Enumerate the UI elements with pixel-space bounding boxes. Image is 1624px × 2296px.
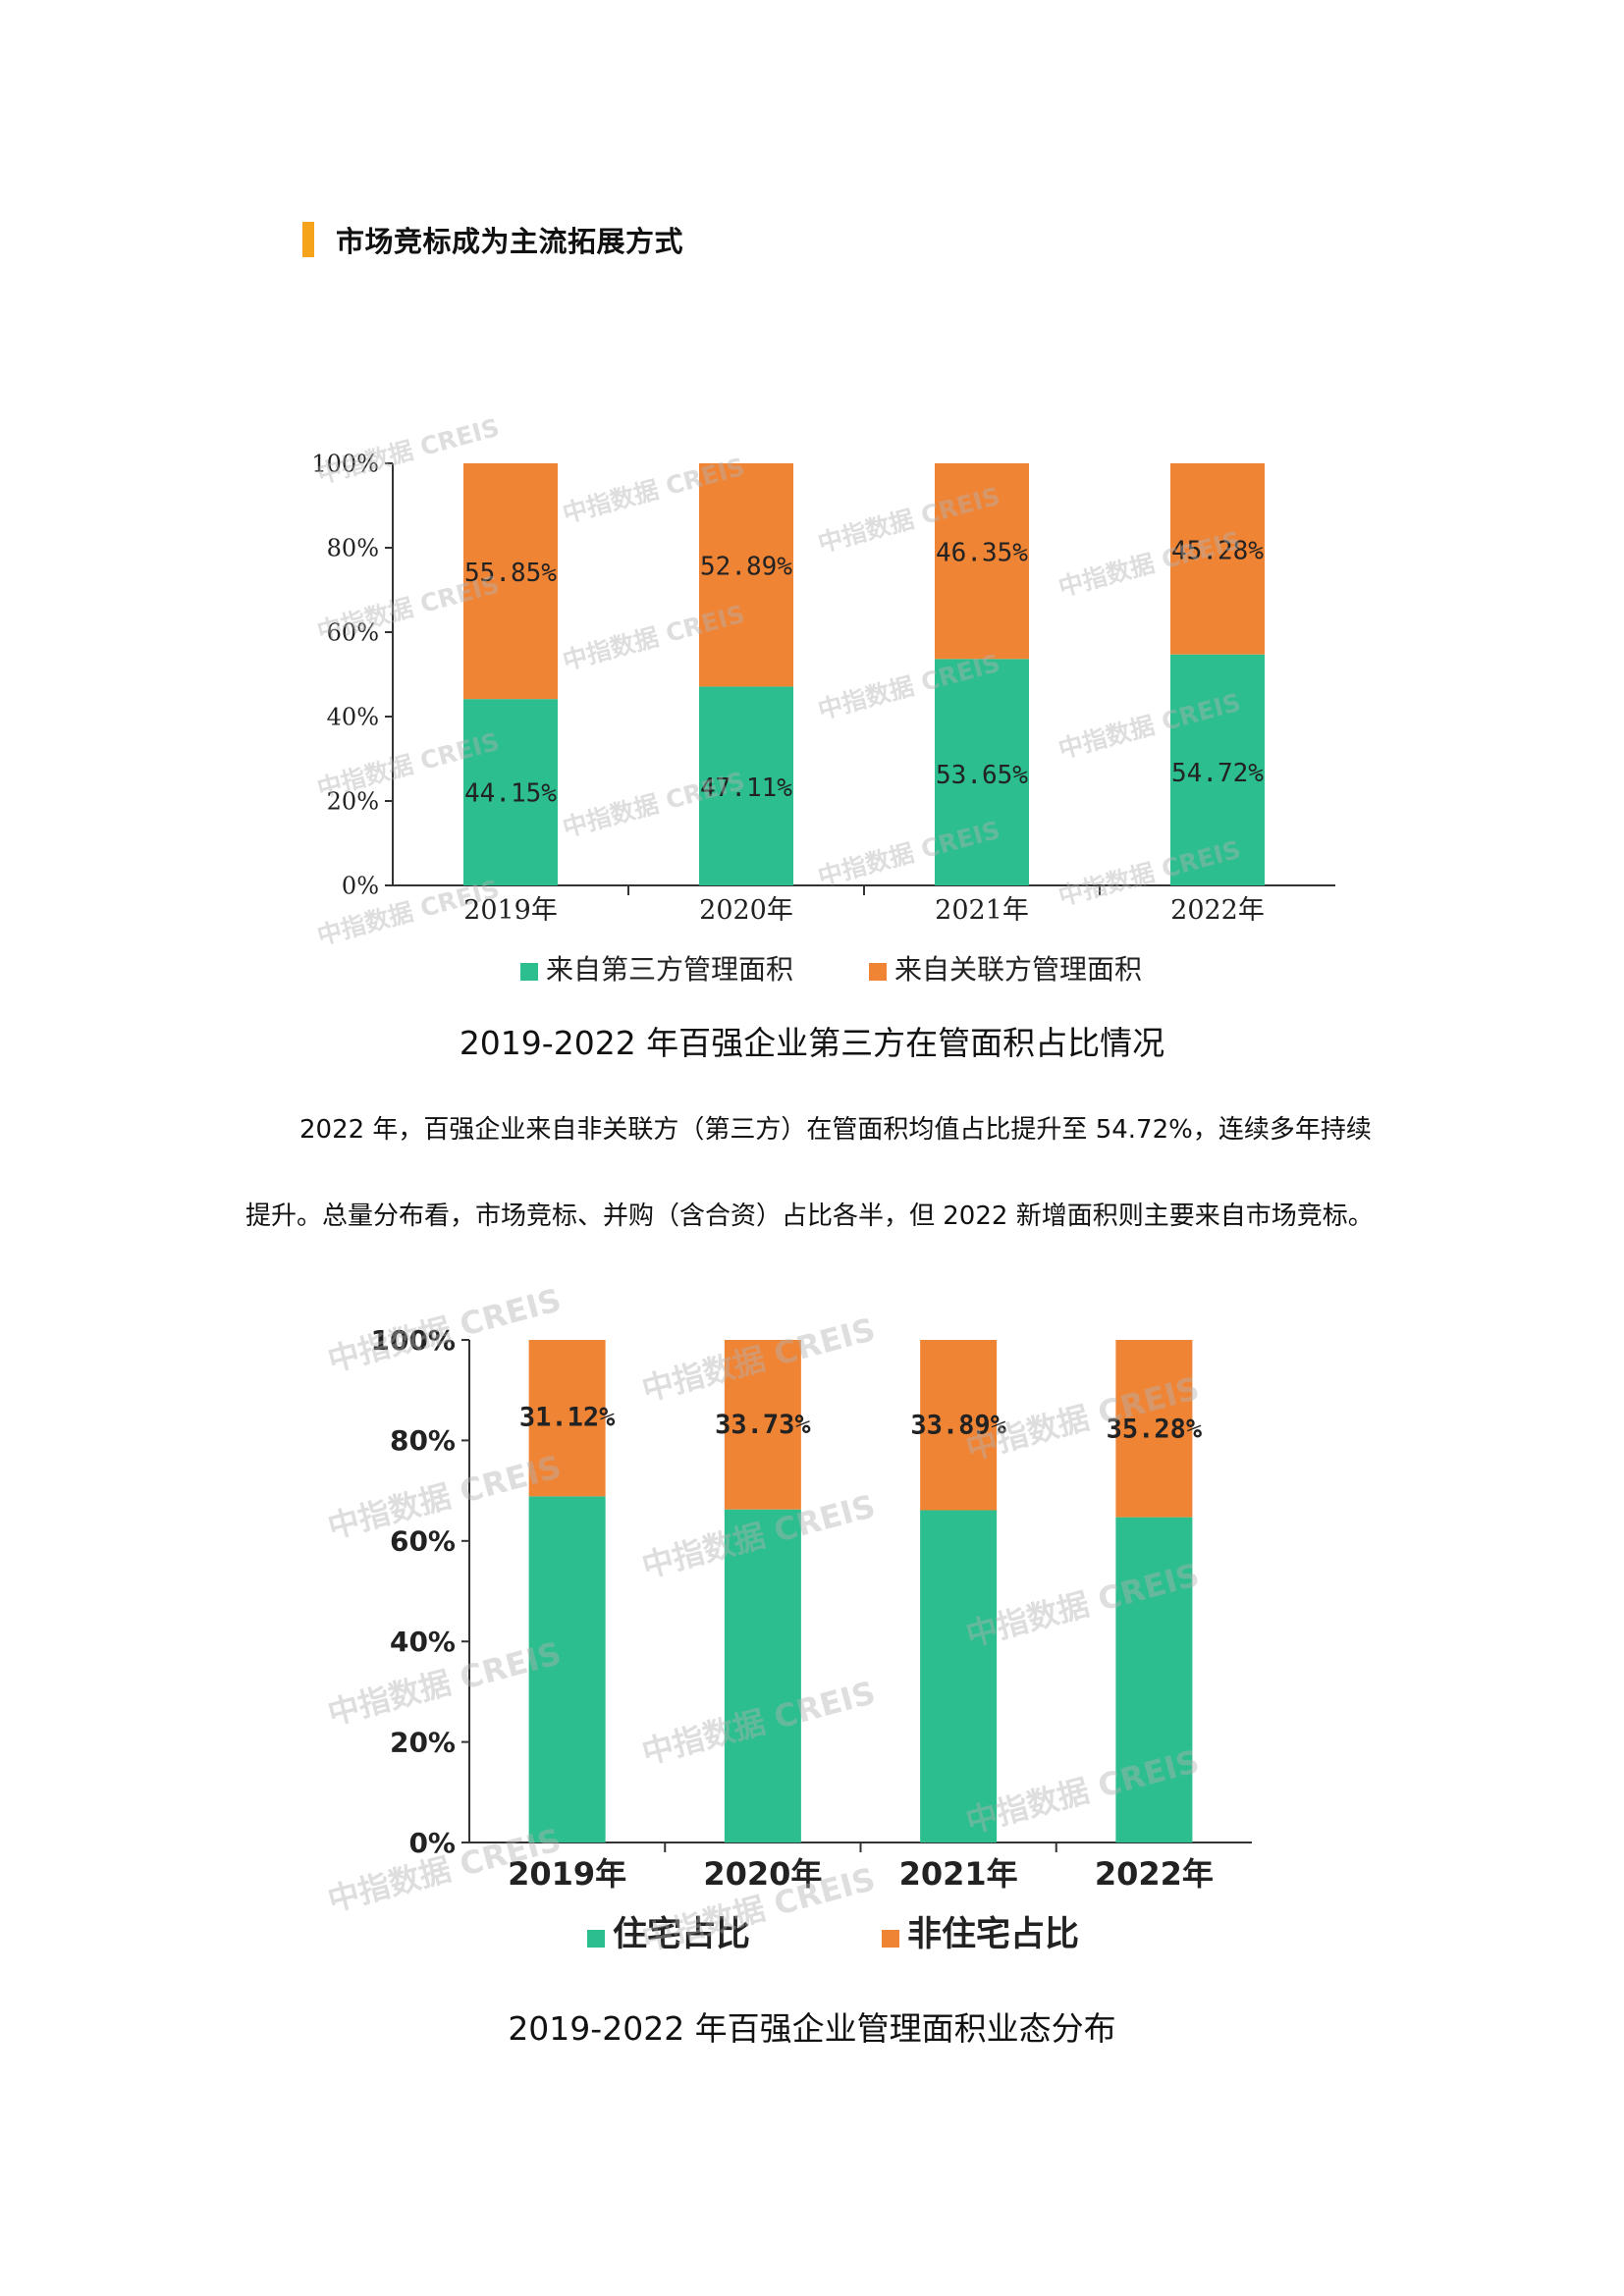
data-label: 54.72% (1171, 759, 1264, 788)
chart-property-type-share: 0% 20% 40% 60% 80% 100% 31.12% 2019年 33.73% 2020年… (370, 1324, 1252, 1954)
legend-label: 来自关联方管理面积 (894, 953, 1142, 986)
bar-lower (935, 659, 1029, 885)
x-tick-label: 2021年 (899, 1855, 1018, 1893)
legend-swatch (587, 1930, 605, 1948)
x-tick-label: 2021年 (935, 895, 1029, 926)
x-tick-label: 2022年 (1170, 895, 1265, 926)
section-title: 市场竞标成为主流拓展方式 (336, 225, 684, 258)
bar-lower (1115, 1517, 1193, 1842)
x-tick-label: 2020年 (699, 895, 793, 926)
bar-lower (1170, 654, 1265, 885)
y-tick-label: 100% (370, 1324, 456, 1357)
y-tick-label: 20% (327, 787, 379, 815)
legend-label: 住宅占比 (613, 1914, 750, 1954)
y-tick-label: 0% (342, 872, 379, 899)
x-tick-label: 2022年 (1095, 1855, 1214, 1893)
x-tick-label: 2020年 (703, 1855, 822, 1893)
legend-swatch (520, 963, 538, 981)
bar-upper (920, 1340, 998, 1511)
data-label: 55.85% (464, 559, 557, 588)
section-heading: 市场竞标成为主流拓展方式 (302, 220, 683, 259)
chart-caption-third-party: 2019-2022 年百强企业第三方在管面积占比情况 (459, 1024, 1165, 1062)
bar-upper (528, 1340, 606, 1497)
y-tick-label: 80% (390, 1424, 456, 1457)
data-label: 44.15% (464, 779, 557, 809)
bar-lower (920, 1510, 998, 1842)
chart-caption-property-type: 2019-2022 年百强企业管理面积业态分布 (508, 2009, 1116, 2048)
y-tick-label: 60% (390, 1525, 456, 1558)
bar-lower (463, 699, 558, 885)
data-label: 35.28% (1107, 1414, 1203, 1444)
x-tick-label: 2019年 (463, 895, 558, 926)
y-tick-label: 80% (327, 534, 379, 561)
data-label: 53.65% (936, 761, 1028, 790)
x-tick-label: 2019年 (508, 1855, 626, 1893)
y-tick-label: 40% (327, 703, 379, 730)
bar-lower (724, 1509, 801, 1842)
chart-third-party-share: 0% 20% 40% 60% 80% 100% 44.15% 55.85% 2019年 47.11… (311, 450, 1335, 986)
data-label: 52.89% (700, 553, 792, 582)
data-label: 47.11% (700, 774, 792, 803)
legend-label: 非住宅占比 (907, 1914, 1079, 1954)
legend-label: 来自第三方管理面积 (546, 953, 793, 986)
data-label: 31.12% (519, 1403, 616, 1433)
bar-upper (699, 463, 793, 687)
data-label: 33.89% (910, 1410, 1006, 1440)
y-tick-label: 20% (390, 1726, 456, 1758)
bar-upper (1115, 1340, 1193, 1518)
y-tick-label: 40% (390, 1626, 456, 1658)
bar-upper (1170, 463, 1265, 655)
paragraph-line-2: 提升。总量分布看，市场竞标、并购（含合资）占比各半，但 2022 新增面积则主要… (245, 1201, 1374, 1231)
data-label: 46.35% (936, 539, 1028, 568)
legend-swatch (869, 963, 887, 981)
bar-upper (724, 1340, 801, 1510)
bar-lower (528, 1496, 606, 1842)
data-label: 45.28% (1171, 536, 1264, 565)
y-tick-label: 100% (311, 450, 379, 477)
y-tick-label: 0% (408, 1827, 456, 1859)
y-tick-label: 60% (327, 618, 379, 646)
bar-upper (935, 463, 1029, 660)
legend-swatch (882, 1930, 899, 1948)
bar-upper (463, 463, 558, 700)
bar-lower (699, 686, 793, 885)
paragraph-line-1: 2022 年，百强企业来自非关联方（第三方）在管面积均值占比提升至 54.72%… (299, 1115, 1372, 1145)
data-label: 33.73% (715, 1410, 811, 1440)
section-accent-bar (302, 222, 314, 257)
